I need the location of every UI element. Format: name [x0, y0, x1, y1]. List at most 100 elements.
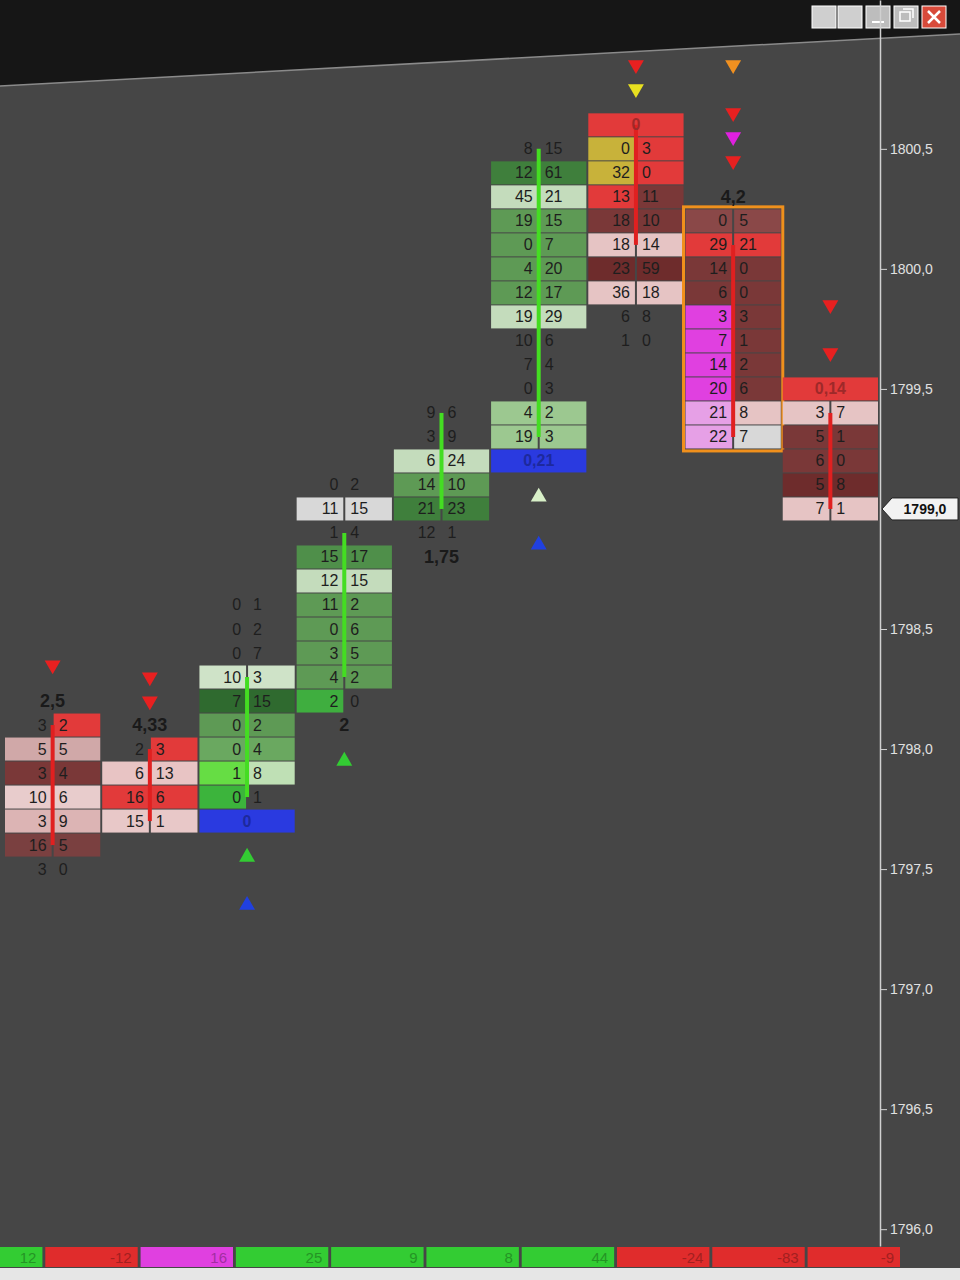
- ask-cell: [540, 401, 587, 424]
- bid-volume: 6: [815, 452, 824, 469]
- bid-volume: 0: [524, 236, 533, 253]
- ask-volume: 4: [253, 741, 262, 758]
- bid-cell: [783, 449, 830, 472]
- bid-cell: [686, 377, 733, 400]
- bid-cell: [686, 233, 733, 256]
- bid-cell: [5, 786, 52, 809]
- tick-mark: [880, 389, 887, 390]
- bid-volume: 0: [232, 789, 241, 806]
- ask-cell: [831, 425, 878, 448]
- bid-volume: 22: [709, 428, 727, 445]
- ask-cell: [345, 545, 392, 568]
- bid-volume: 45: [515, 188, 533, 205]
- bar-label-box: [783, 377, 878, 400]
- ask-volume: 61: [545, 164, 563, 181]
- ask-volume: 18: [642, 284, 660, 301]
- ask-cell: [345, 593, 392, 616]
- bar-label-box: [588, 113, 683, 136]
- ask-cell: [734, 281, 781, 304]
- bid-cell: [491, 281, 538, 304]
- ask-cell: [540, 209, 587, 232]
- bid-cell: [491, 209, 538, 232]
- ask-volume: 59: [642, 260, 660, 277]
- bid-cell: [297, 666, 344, 689]
- ask-cell: [248, 738, 295, 761]
- ask-volume: 4: [59, 765, 68, 782]
- ask-volume: 1: [836, 428, 845, 445]
- bid-volume: 6: [621, 308, 630, 325]
- tick-mark: [880, 269, 887, 270]
- bid-cell: [297, 593, 344, 616]
- ask-cell: [345, 642, 392, 665]
- delta-row: 12-1216259844-24-83-9: [0, 1247, 900, 1267]
- tick-label: 1797,0: [890, 981, 933, 997]
- delta-cell: [426, 1247, 518, 1267]
- ask-cell: [831, 497, 878, 520]
- bid-cell: [5, 762, 52, 785]
- ask-volume: 2: [350, 476, 359, 493]
- bid-volume: 4: [329, 669, 338, 686]
- bid-volume: 11: [322, 500, 339, 517]
- signal-marker: [239, 848, 255, 862]
- ask-cell: [637, 185, 684, 208]
- bid-volume: 19: [515, 428, 533, 445]
- bid-cell: [199, 762, 246, 785]
- bid-cell: [102, 786, 149, 809]
- column: [102, 672, 197, 832]
- bid-cell: [5, 738, 52, 761]
- bid-volume: 7: [232, 693, 241, 710]
- bar-label: 0,14: [815, 380, 846, 397]
- ask-cell: [637, 137, 684, 160]
- ask-volume: 8: [739, 404, 748, 421]
- text-layer: 32553410639165302,5236131661514,33010207…: [29, 116, 846, 877]
- ask-cell: [248, 666, 295, 689]
- ask-cell: [637, 161, 684, 184]
- ask-cell: [540, 281, 587, 304]
- ask-cell: [637, 281, 684, 304]
- ask-volume: 1: [156, 813, 165, 830]
- column: [297, 497, 392, 765]
- delta-cell: [522, 1247, 614, 1267]
- bid-volume: 2: [135, 741, 144, 758]
- delta-value: -9: [881, 1249, 894, 1266]
- signal-marker: [336, 752, 352, 766]
- bid-cell: [297, 690, 344, 713]
- bid-cell: [491, 161, 538, 184]
- bid-volume: 0: [232, 621, 241, 638]
- ask-volume: 5: [350, 645, 359, 662]
- bid-volume: 14: [418, 476, 436, 493]
- candle-body: [342, 533, 346, 677]
- tick: 1796,5: [880, 1101, 933, 1117]
- column: [5, 660, 100, 856]
- bezel-edge: [0, 34, 960, 86]
- ask-volume: 0: [836, 452, 845, 469]
- ask-volume: 2: [253, 717, 262, 734]
- ask-cell: [443, 449, 490, 472]
- delta-cell: [236, 1247, 328, 1267]
- bid-volume: 1: [621, 332, 630, 349]
- ask-volume: 7: [739, 428, 748, 445]
- signal-marker: [45, 660, 61, 674]
- candle-body: [245, 677, 249, 797]
- bid-volume: 21: [709, 404, 727, 421]
- ask-volume: 20: [545, 260, 563, 277]
- ask-volume: 15: [350, 572, 368, 589]
- tick-label: 1796,5: [890, 1101, 933, 1117]
- bid-cell: [588, 209, 635, 232]
- ask-volume: 6: [545, 332, 554, 349]
- ask-cell: [540, 305, 587, 328]
- current-price-label: 1799,0: [904, 501, 947, 517]
- ask-cell: [831, 401, 878, 424]
- bar-label: 0: [243, 813, 252, 830]
- bid-cell: [394, 473, 441, 496]
- bid-volume: 0: [621, 140, 630, 157]
- bid-volume: 0: [232, 596, 241, 613]
- bid-volume: 23: [612, 260, 630, 277]
- column: [491, 149, 586, 550]
- bezel: [0, 0, 960, 86]
- bid-cell: [588, 257, 635, 280]
- ask-cell: [345, 569, 392, 592]
- signal-marker: [725, 156, 741, 170]
- bid-cell: [783, 473, 830, 496]
- bid-volume: 7: [815, 500, 824, 517]
